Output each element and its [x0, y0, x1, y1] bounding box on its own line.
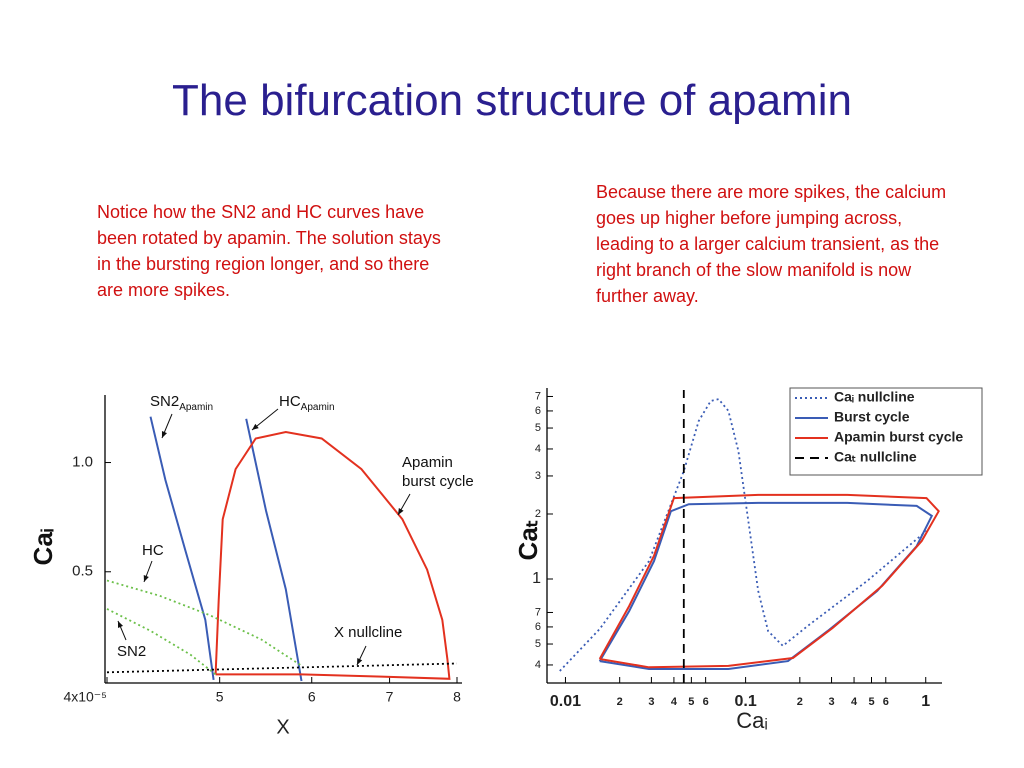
series-line	[106, 608, 217, 676]
annotation: SN2	[117, 643, 146, 660]
y-axis-label: Caᵢ	[28, 528, 58, 565]
arrow-head	[252, 423, 259, 430]
arrow-head	[161, 431, 167, 438]
series-line	[106, 662, 458, 674]
x-tick-label: 2	[617, 696, 623, 708]
x-axis-label: Caᵢ	[736, 708, 768, 733]
y-tick-label: 2	[535, 508, 541, 520]
annotation: HCApamin	[279, 393, 335, 413]
y-tick-label: 1.0	[72, 454, 93, 471]
x-tick-label: 4	[671, 696, 678, 708]
annotation-text: X nullcline	[334, 624, 402, 641]
annotation-text: SN2	[117, 643, 146, 660]
annotation: HC	[142, 542, 164, 559]
slide-title: The bifurcation structure of apamin	[172, 76, 852, 125]
legend-label: Burst cycle	[834, 409, 910, 425]
annotation: SN2Apamin	[150, 393, 213, 413]
series-line	[149, 416, 215, 681]
x-tick-label: 6	[308, 689, 316, 705]
arrow-head	[117, 621, 124, 628]
annotation-text: HC	[142, 542, 164, 559]
x-tick-label: 0.01	[550, 693, 581, 710]
annotation-text: SN2	[150, 393, 179, 410]
y-tick-label: 4	[535, 443, 541, 455]
series-line	[598, 501, 934, 670]
arrow-head	[143, 575, 149, 582]
legend-label: Apamin burst cycle	[834, 429, 963, 445]
x-axis-label: X	[276, 716, 289, 738]
x-tick-label: 8	[453, 689, 461, 705]
y-tick-label: 1	[532, 570, 541, 587]
y-tick-label: 3	[535, 470, 541, 482]
y-tick-label: 0.5	[72, 563, 93, 580]
legend-box	[789, 387, 983, 476]
series-line	[598, 493, 940, 669]
x-tick-label: 1	[921, 693, 930, 710]
x-tick-label: 3	[828, 696, 834, 708]
note: Because there are more spikes, the calci…	[596, 182, 947, 306]
x-tick-label: 5	[868, 696, 874, 708]
y-tick-label: 6	[535, 405, 541, 417]
annotation-sub: Apamin	[301, 402, 335, 413]
annotation-sub: Apamin	[179, 402, 213, 413]
annotation-text: HC	[279, 393, 301, 410]
arrow-head	[357, 658, 363, 665]
y-tick-label: 4	[535, 659, 541, 671]
series-line	[559, 398, 928, 672]
y-tick-label: 7	[535, 390, 541, 402]
annotation: burst cycle	[402, 473, 474, 490]
y-tick-label: 6	[535, 621, 541, 633]
series-line	[106, 579, 302, 667]
legend-label: Caₜ nullcline	[834, 449, 917, 465]
series-line	[245, 418, 303, 682]
x-tick-label: 7	[386, 689, 394, 705]
annotation: Apamin	[402, 454, 453, 471]
y-tick-label: 7	[535, 606, 541, 618]
x-tick-label: 3	[648, 696, 654, 708]
x-tick-label: 6	[883, 696, 889, 708]
x-tick-label: 5	[688, 696, 694, 708]
y-tick-label: 5	[535, 638, 541, 650]
arrow-head	[398, 508, 404, 515]
x-tick-label: 4	[851, 696, 858, 708]
x-tick-label: 0.1	[734, 693, 756, 710]
x-tick-label: 4x10⁻⁵	[63, 689, 107, 705]
y-tick-label: 5	[535, 422, 541, 434]
annotation: X nullcline	[334, 624, 402, 641]
note: Notice how the SN2 and HC curves have be…	[97, 202, 441, 300]
x-tick-label: 5	[216, 689, 224, 705]
series-line	[214, 430, 451, 680]
x-tick-label: 2	[797, 696, 803, 708]
y-axis-label: Caₜ	[513, 520, 543, 561]
legend-label: Caᵢ nullcline	[834, 389, 915, 405]
x-tick-label: 6	[703, 696, 709, 708]
